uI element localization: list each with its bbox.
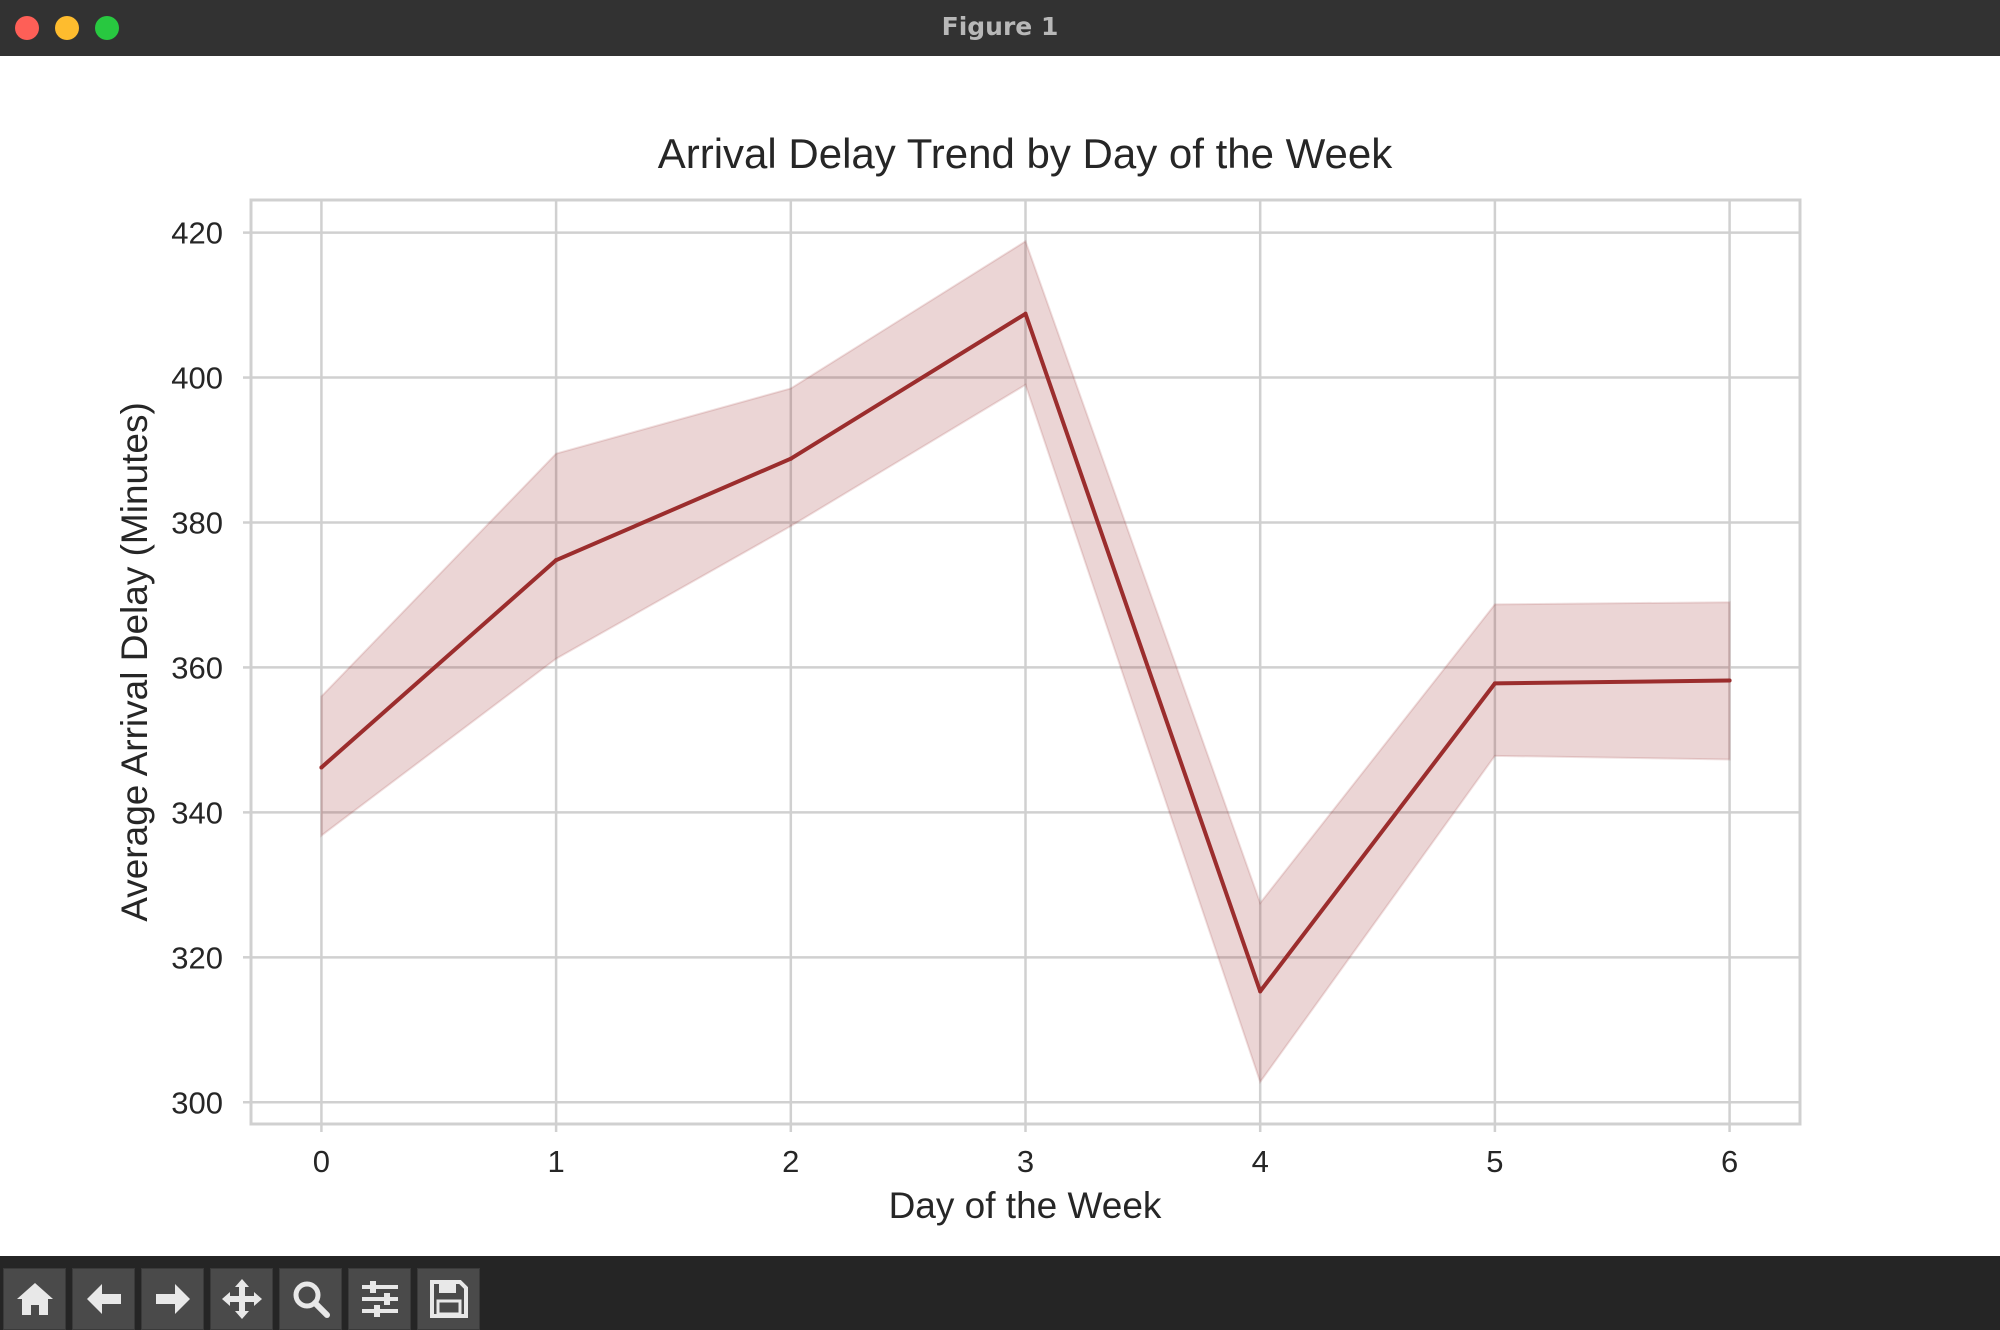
move-icon [221, 1279, 262, 1319]
data-point [319, 765, 324, 770]
y-tick-label: 320 [171, 940, 223, 975]
y-tick-label: 300 [171, 1085, 223, 1120]
x-tick-label: 6 [1721, 1144, 1738, 1179]
home-button[interactable] [3, 1268, 66, 1330]
sliders-icon [361, 1281, 398, 1317]
arrow-left-icon [86, 1284, 121, 1314]
data-point [1258, 989, 1263, 994]
configure-subplots-button[interactable] [348, 1268, 411, 1330]
x-axis-label: Day of the Week [889, 1185, 1162, 1226]
back-button[interactable] [72, 1268, 135, 1330]
figure-canvas: 0 1 2 3 4 5 6 300 320 340 360 380 400 420 Arrival Del… [0, 56, 2000, 1256]
x-tick-label: 0 [313, 1144, 330, 1179]
x-tick-label: 1 [547, 1144, 564, 1179]
maximize-window-button[interactable] [95, 16, 119, 40]
data-point [788, 456, 793, 461]
y-tick-label: 400 [171, 361, 223, 396]
grid [251, 200, 1800, 1124]
window-title: Figure 1 [941, 12, 1059, 41]
y-axis-label: Average Arrival Delay (Minutes) [114, 402, 155, 922]
x-tick-label: 3 [1017, 1144, 1034, 1179]
pan-button[interactable] [210, 1268, 273, 1330]
forward-button[interactable] [141, 1268, 204, 1330]
chart-title: Arrival Delay Trend by Day of the Week [658, 130, 1394, 177]
data-point [1727, 678, 1732, 683]
title-bar: Figure 1 [0, 0, 2000, 57]
y-tick-label: 420 [171, 216, 223, 251]
x-tick-label: 5 [1486, 1144, 1503, 1179]
x-tick-label: 4 [1252, 1144, 1269, 1179]
y-tick-label: 340 [171, 795, 223, 830]
data-point [1492, 681, 1497, 686]
zoom-button[interactable] [279, 1268, 342, 1330]
home-icon [16, 1283, 53, 1315]
y-tick-label: 360 [171, 650, 223, 685]
x-tick-label: 2 [782, 1144, 799, 1179]
save-button[interactable] [417, 1268, 480, 1330]
close-window-button[interactable] [15, 16, 39, 40]
floppy-disk-icon [429, 1280, 468, 1318]
arrow-right-icon [155, 1284, 190, 1314]
navigation-toolbar [0, 1256, 2000, 1330]
magnifier-icon [293, 1281, 330, 1318]
ticks: 0 1 2 3 4 5 6 300 320 340 360 380 400 420 [171, 216, 1738, 1179]
data-point [554, 558, 559, 563]
line-chart: 0 1 2 3 4 5 6 300 320 340 360 380 400 420 Arrival Del… [114, 130, 1802, 1226]
confidence-band [320, 239, 1731, 1085]
y-tick-label: 380 [171, 505, 223, 540]
data-point [1023, 311, 1028, 316]
minimize-window-button[interactable] [55, 16, 79, 40]
